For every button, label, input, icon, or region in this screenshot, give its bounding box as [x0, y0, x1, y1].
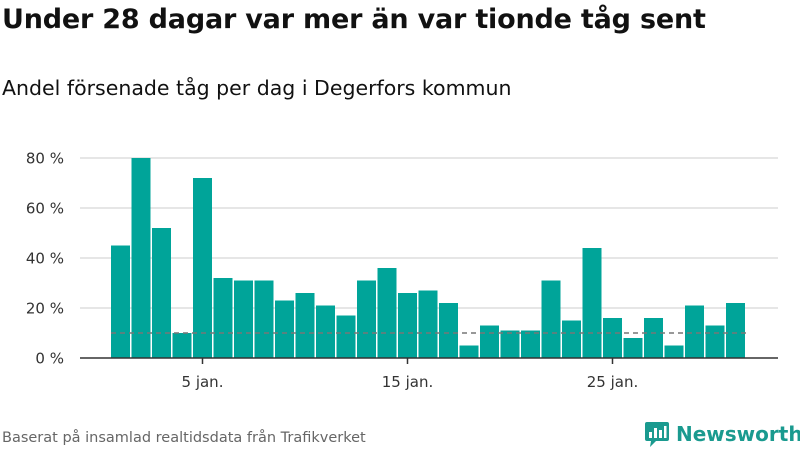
bar [275, 300, 294, 358]
grid-lines [80, 157, 778, 309]
y-tick-label: 60 % [26, 200, 64, 218]
x-tick-label: 25 jan. [587, 373, 639, 391]
bar [418, 290, 438, 358]
bar [562, 320, 581, 358]
bar [582, 248, 602, 358]
bars [111, 158, 745, 358]
y-tick-label: 80 % [26, 150, 64, 168]
newsworthy-logo-icon [645, 422, 669, 447]
bar [603, 318, 622, 358]
y-tick-label: 20 % [26, 300, 64, 318]
bar [336, 315, 356, 358]
bar [213, 278, 233, 358]
source-note: Baserat på insamlad realtidsdata från Tr… [2, 430, 366, 446]
bar [439, 303, 458, 358]
bar [152, 228, 171, 358]
chart-title: Under 28 dagar var mer än var tionde tåg… [2, 4, 706, 35]
x-tick-label: 15 jan. [382, 373, 434, 391]
bar [377, 268, 397, 358]
bar [234, 280, 253, 358]
x-tick-label: 5 jan. [182, 373, 224, 391]
bar [500, 330, 520, 358]
chart-subtitle: Andel försenade tåg per dag i Degerfors … [2, 76, 512, 100]
y-axis-labels: 0 % 20 % 40 % 60 % 80 % [26, 150, 64, 368]
bar-chart: 0 % 20 % 40 % 60 % 80 % 5 jan. 15 jan. 25 jan. [26, 150, 778, 391]
bar [664, 345, 684, 358]
bar [254, 280, 274, 358]
bar [644, 318, 663, 358]
bar [541, 280, 561, 358]
bar [172, 333, 192, 358]
bar [131, 158, 151, 358]
bar [398, 293, 417, 358]
bar [459, 345, 479, 358]
bar [316, 305, 335, 358]
bar [357, 280, 376, 358]
brand-name: Newsworthy [676, 422, 800, 446]
bar [480, 325, 499, 358]
y-tick-label: 40 % [26, 250, 64, 268]
bar [685, 305, 704, 358]
x-axis: 5 jan. 15 jan. 25 jan. [80, 357, 778, 391]
bar [193, 178, 212, 358]
bar [295, 293, 315, 358]
y-tick-label: 0 % [35, 350, 64, 368]
bar [521, 330, 540, 358]
bar [705, 325, 725, 358]
bar [726, 303, 745, 358]
newsworthy-logo: Newsworthy [644, 420, 800, 448]
bar [623, 338, 643, 358]
bar [111, 245, 130, 358]
